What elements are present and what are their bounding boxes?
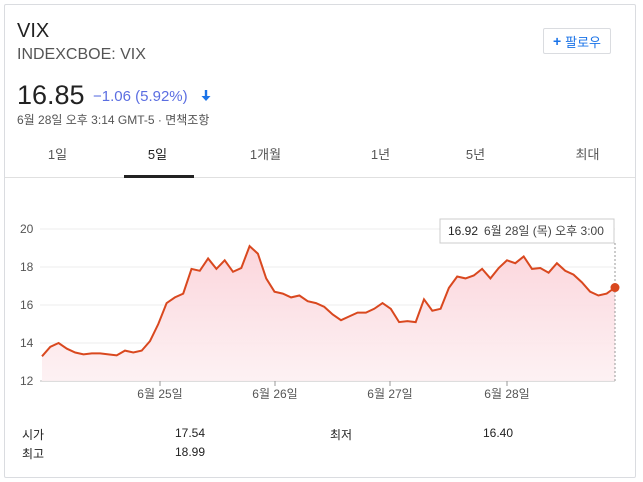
tab-1y[interactable]: 1년 (370, 147, 391, 162)
low-value: 16.40 (483, 426, 514, 440)
tab-1d[interactable]: 1일 (47, 147, 68, 162)
stock-title: VIX (17, 20, 50, 42)
tooltip-value: 16.92 (448, 224, 478, 238)
low-label: 최저 (330, 428, 353, 442)
chart-line (41, 244, 616, 357)
y-tick-label: 18 (20, 260, 34, 274)
ticker-label: INDEXCBOE: VIX (17, 46, 146, 63)
open-value: 17.54 (175, 426, 206, 440)
y-tick-label: 14 (20, 336, 34, 350)
high-label: 최고 (22, 447, 45, 461)
hover-point (610, 283, 620, 293)
high-value: 18.99 (175, 445, 206, 459)
price-change: −1.06 (5.92%) (93, 88, 188, 105)
stock-card (4, 4, 636, 478)
y-tick-label: 16 (20, 298, 34, 312)
tooltip-date: 6월 28일 (목) 오후 3:00 (484, 224, 604, 238)
range-tabs: 1일 5일 1개월 1년 5년 최대 (5, 140, 637, 176)
follow-label: 팔로우 (565, 34, 602, 50)
tab-max[interactable]: 최대 (575, 147, 600, 162)
y-tick-label: 12 (20, 374, 34, 388)
chart-tooltip: 16.92 6월 28일 (목) 오후 3:00 (439, 218, 615, 244)
x-tick-label: 6월 25일 (137, 387, 182, 401)
x-tick-label: 6월 28일 (484, 387, 529, 401)
active-tab-indicator (124, 175, 194, 178)
arrow-down-icon (201, 90, 211, 101)
x-tick-label: 6월 26일 (252, 387, 297, 401)
plus-icon: + (552, 33, 562, 49)
chart-area-fill (42, 246, 615, 381)
open-label: 시가 (22, 428, 45, 442)
tab-1m[interactable]: 1개월 (249, 147, 282, 162)
timestamp-disclaimer: 6월 28일 오후 3:14 GMT-5 · 면책조항 (17, 113, 210, 127)
tab-5y[interactable]: 5년 (465, 147, 486, 162)
y-tick-label: 20 (20, 222, 34, 236)
tab-5d[interactable]: 5일 (147, 147, 168, 162)
x-tick-label: 6월 27일 (367, 387, 412, 401)
tab-divider (5, 177, 635, 178)
current-price: 16.85 (17, 80, 85, 110)
follow-button[interactable]: + 팔로우 (543, 28, 611, 54)
